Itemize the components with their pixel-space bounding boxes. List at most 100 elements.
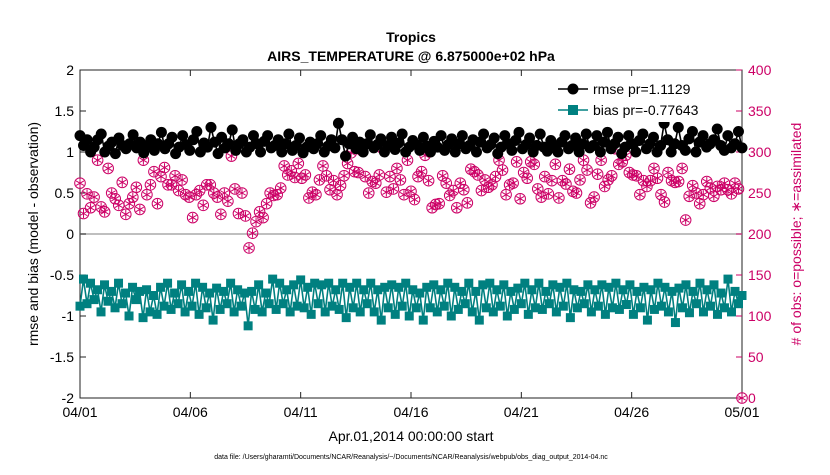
obs-assimilated-point	[375, 170, 384, 180]
bias-point	[548, 280, 558, 290]
bias-point	[460, 299, 470, 309]
rmse-point	[279, 138, 291, 150]
bias-point	[124, 311, 134, 321]
obs-assimilated-point	[417, 167, 426, 177]
bias-point	[726, 307, 736, 317]
bias-point	[586, 307, 596, 317]
bias-point	[621, 300, 631, 310]
obs-assimilated-point	[544, 189, 553, 199]
bias-point	[117, 299, 127, 309]
obs-possible-point	[310, 188, 322, 201]
x-tick-label: 04/01	[62, 404, 97, 420]
rmse-point	[722, 130, 734, 142]
y-right-tick-label: 100	[748, 308, 772, 324]
bias-point	[408, 285, 418, 295]
bias-point	[642, 315, 652, 325]
obs-assimilated-point	[361, 172, 370, 182]
obs-possible-point	[602, 174, 614, 186]
obs-assimilated-point	[336, 181, 345, 191]
obs-assimilated-point	[149, 167, 159, 177]
bias-point	[243, 321, 253, 331]
obs-assimilated-point	[639, 176, 648, 186]
bias-point	[320, 307, 330, 317]
obs-assimilated-point	[452, 203, 461, 213]
obs-possible-point	[683, 190, 695, 203]
bias-point	[289, 280, 299, 290]
obs-assimilated-point	[301, 170, 310, 180]
bias-point	[159, 301, 169, 311]
obs-assimilated-point	[209, 188, 218, 198]
bias-point	[583, 280, 593, 290]
bias-point	[688, 286, 698, 296]
obs-possible-point	[116, 176, 129, 189]
obs-assimilated-point	[501, 190, 511, 200]
bias-point	[695, 278, 705, 288]
obs-assimilated-point	[582, 165, 592, 175]
rmse-point	[570, 132, 582, 144]
bias-point	[240, 288, 250, 298]
rmse-point	[386, 131, 398, 143]
obs-possible-point	[380, 186, 393, 198]
obs-assimilated-point	[114, 200, 123, 210]
rmse-point	[95, 128, 107, 140]
rmse-point	[559, 130, 571, 142]
obs-possible-point	[123, 197, 136, 210]
bias-point	[233, 285, 243, 295]
obs-possible-point	[514, 192, 526, 205]
rmse-point	[364, 129, 376, 141]
bias-point	[191, 278, 201, 288]
y-right-tick-label: 300	[748, 144, 772, 160]
rmse-point	[212, 148, 224, 160]
obs-assimilated-point	[681, 215, 690, 225]
y-right-tick-label: 350	[748, 103, 772, 119]
bias-point	[149, 291, 159, 300]
obs-assimilated-point	[79, 209, 88, 218]
obs-possible-point	[588, 191, 600, 203]
rmse-point	[672, 121, 684, 133]
rmse-point	[470, 146, 482, 158]
bias-point	[681, 280, 691, 290]
y-axis-label-right: # of obs: o=possible; ∗=assimilated	[788, 123, 804, 346]
obs-possible-point	[369, 177, 382, 189]
bias-point	[103, 296, 113, 306]
rmse-point	[591, 130, 603, 142]
bias-point	[254, 280, 264, 290]
obs-assimilated-point	[177, 175, 187, 185]
bias-point	[222, 299, 232, 309]
obs-possible-point	[81, 188, 93, 200]
bias-point	[285, 307, 295, 317]
bias-point	[208, 315, 218, 325]
obs-possible-point	[422, 174, 435, 187]
bias-point	[334, 304, 344, 314]
obs-assimilated-point	[339, 171, 349, 181]
obs-possible-point	[553, 192, 565, 204]
rmse-point	[478, 128, 490, 140]
bias-point	[352, 278, 362, 288]
obs-assimilated-point	[237, 188, 247, 198]
obs-assimilated-point	[723, 185, 733, 195]
bias-point	[397, 301, 407, 311]
bias-point	[303, 282, 313, 292]
bias-point	[366, 278, 376, 288]
obs-assimilated-point	[688, 181, 697, 191]
obs-possible-point	[461, 197, 474, 209]
obs-possible-point	[398, 188, 410, 201]
bias-point	[670, 318, 680, 328]
bias-point	[509, 304, 519, 314]
bias-point	[478, 280, 488, 290]
bias-point	[499, 280, 509, 290]
obs-possible-point	[186, 211, 199, 224]
obs-assimilated-point	[220, 188, 229, 198]
bias-line	[79, 278, 743, 326]
obs-possible-point	[176, 174, 188, 186]
legend-bias-label: bias pr=-0.77643	[593, 102, 699, 118]
obs-assimilated-point	[533, 184, 542, 194]
obs-assimilated-point	[216, 209, 225, 219]
bias-point	[345, 282, 355, 292]
obs-assimilated-point	[382, 187, 391, 197]
obs-possible-point	[584, 197, 597, 209]
bias-point	[82, 299, 92, 309]
obs-assimilated-point	[199, 200, 208, 210]
bias-point	[527, 285, 537, 295]
chart-title: Tropics	[386, 29, 436, 45]
